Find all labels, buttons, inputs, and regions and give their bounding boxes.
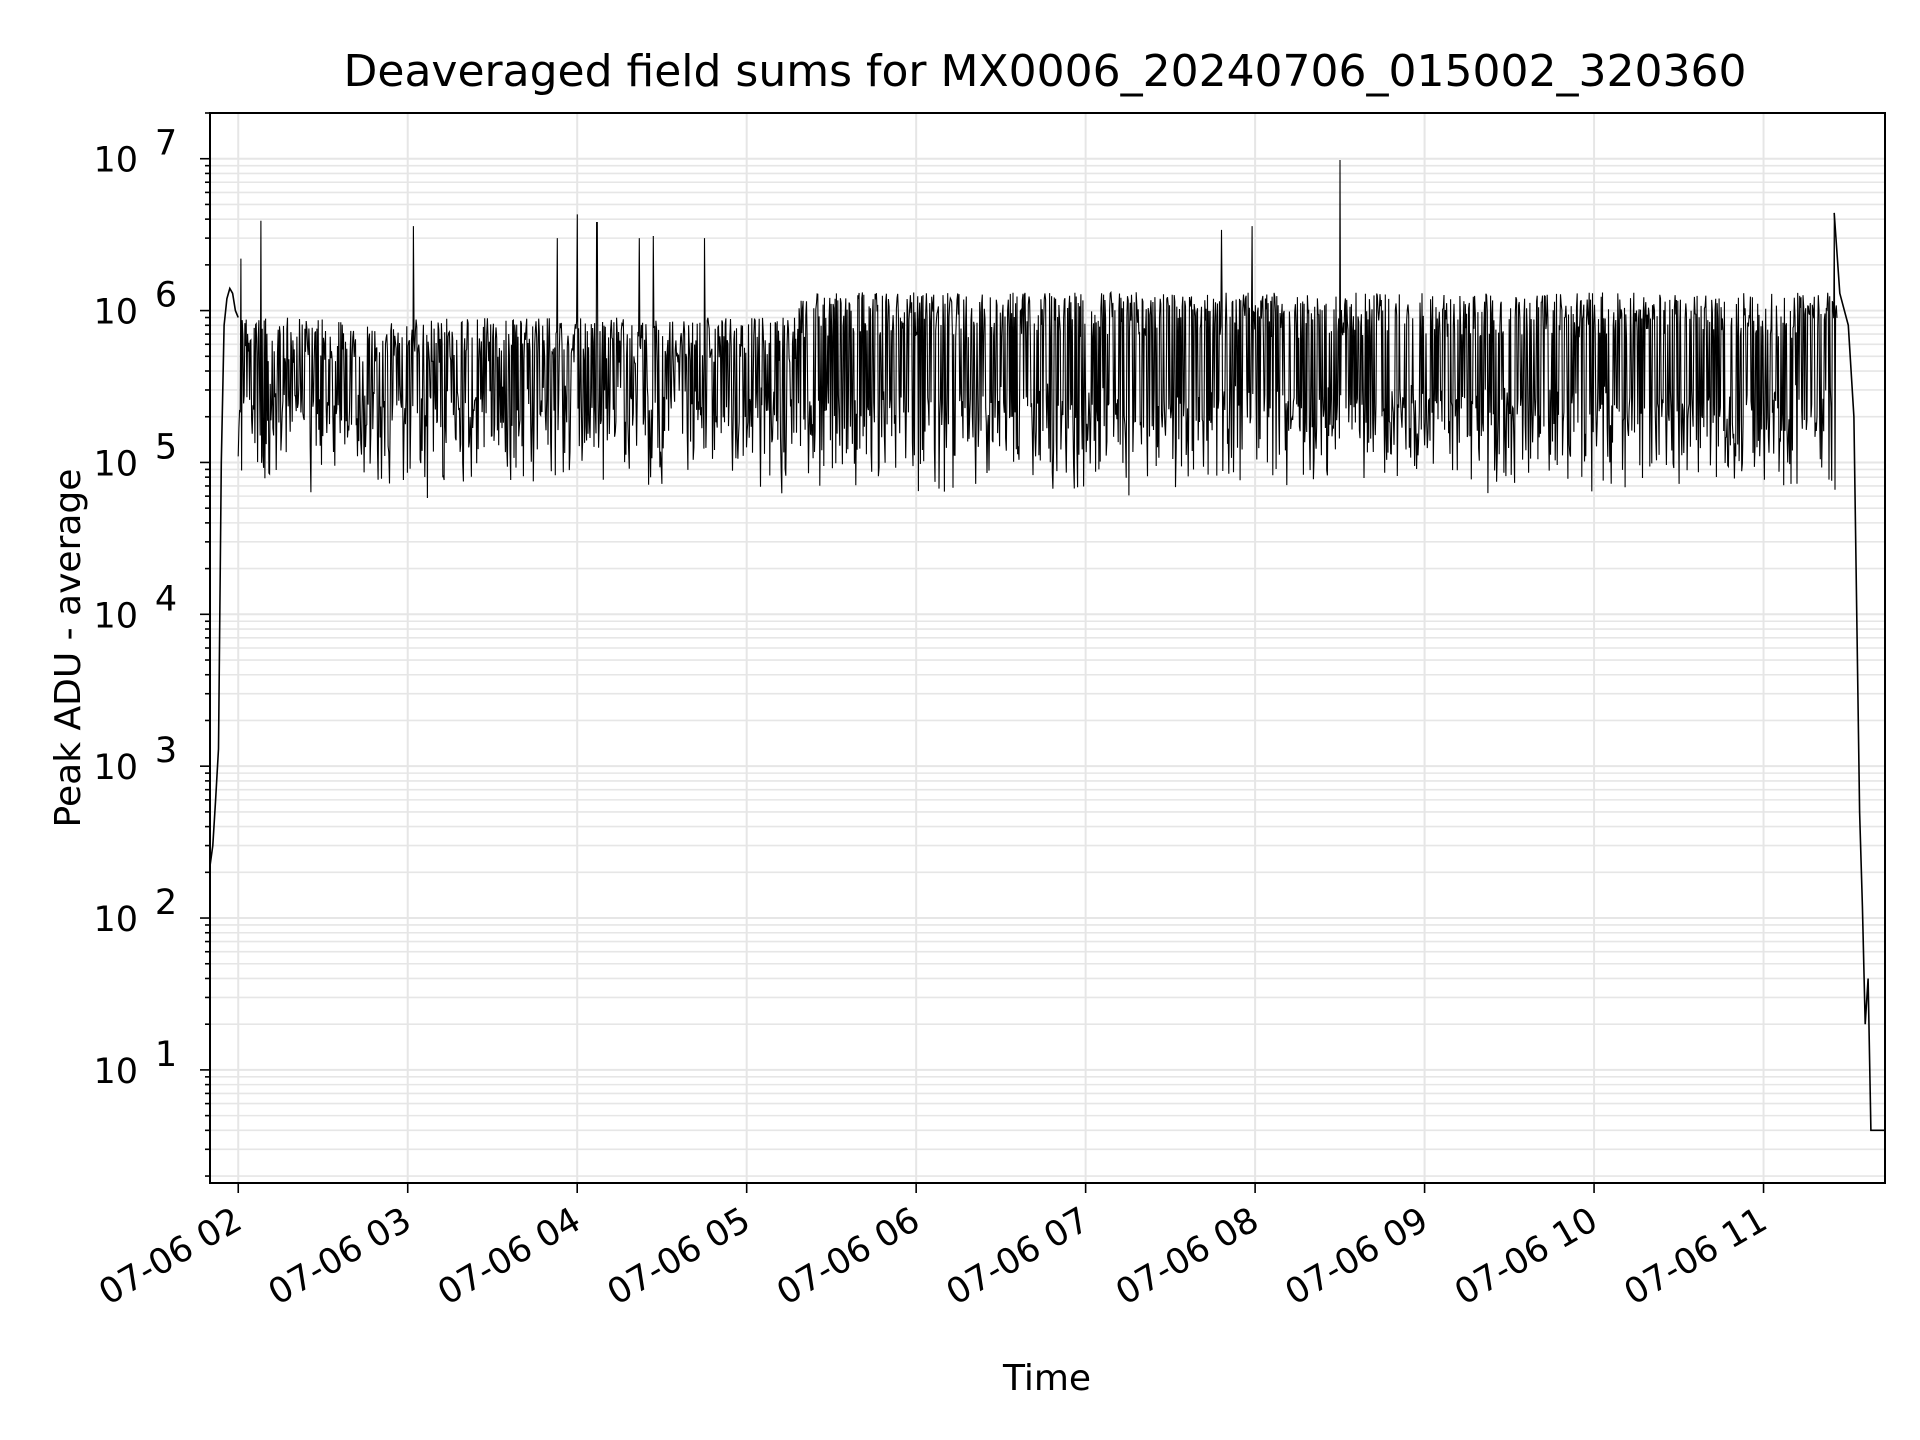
grid (210, 112, 1885, 1183)
y-axis: 10 1 10 2 10 3 10 4 10 5 10 6 10 7 (93, 112, 210, 1177)
y-tick-label: 10 (93, 293, 138, 333)
y-axis-label: Peak ADU - average (48, 469, 89, 828)
y-tick-label: 10 (93, 596, 138, 636)
y-tick-exponent: 4 (155, 579, 177, 619)
series-layer (209, 159, 1885, 1132)
y-tick-exponent: 2 (155, 883, 177, 923)
x-axis-label: Time (1002, 1358, 1091, 1399)
y-tick-base: 10 (93, 444, 138, 484)
y-tick-base: 10 (93, 141, 138, 181)
y-tick-exponent: 7 (155, 124, 177, 164)
y-tick-exponent: 5 (155, 427, 177, 467)
series-line-rise (209, 286, 239, 867)
series-line-fall (1833, 212, 1885, 1132)
y-tick-base: 10 (93, 596, 138, 636)
y-tick-label: 10 (93, 444, 138, 484)
y-tick-exponent: 3 (155, 731, 177, 771)
y-tick-base: 10 (93, 293, 138, 333)
series-line-band (237, 159, 1838, 499)
y-tick-base: 10 (93, 1052, 138, 1092)
y-tick-label: 10 (93, 748, 138, 788)
y-tick-label: 10 (93, 1052, 138, 1092)
y-tick-exponent: 6 (155, 276, 177, 316)
y-tick-label: 10 (93, 141, 138, 181)
y-tick-base: 10 (93, 748, 138, 788)
y-tick-base: 10 (93, 900, 138, 940)
chart-title: Deaveraged field sums for MX0006_2024070… (344, 46, 1747, 97)
y-tick-exponent: 1 (155, 1035, 177, 1075)
y-tick-label: 10 (93, 900, 138, 940)
